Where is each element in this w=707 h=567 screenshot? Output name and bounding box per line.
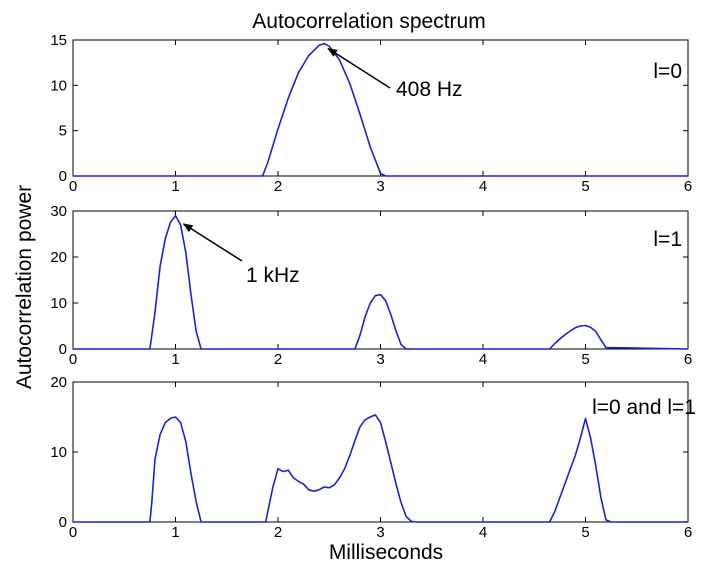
series-line — [73, 214, 689, 350]
y-tick-label: 0 — [59, 341, 67, 358]
x-tick-label: 2 — [274, 351, 282, 368]
y-tick-label: 30 — [50, 203, 67, 220]
panel-2: 0 1 2 3 4 5 6 0 10 20 30 l=1 1 kHz — [50, 203, 692, 368]
x-tick-label: 0 — [69, 178, 77, 195]
panel-1: 0 1 2 3 4 5 6 0 5 10 15 l=0 408 Hz — [50, 32, 692, 195]
panel-label: l=0 and l=1 — [592, 396, 696, 419]
x-tick-label: 3 — [376, 351, 384, 368]
panel-label: l=1 — [653, 228, 682, 251]
y-tick-label: 10 — [50, 77, 67, 94]
y-tick-label: 0 — [59, 168, 67, 185]
y-tick-label: 10 — [50, 444, 67, 461]
x-tick-label: 3 — [376, 524, 384, 541]
x-tick-label: 1 — [171, 178, 179, 195]
y-axis-label: Autocorrelation power — [13, 185, 36, 389]
y-tick-label: 20 — [50, 249, 67, 266]
y-tick-label: 5 — [59, 123, 67, 140]
x-tick-label: 3 — [376, 178, 384, 195]
y-tick-label: 10 — [50, 295, 67, 312]
series-line — [73, 414, 688, 523]
x-tick-label: 6 — [684, 524, 692, 541]
x-tick-label: 5 — [581, 351, 589, 368]
x-tick-label: 0 — [69, 524, 77, 541]
x-tick-label: 6 — [684, 178, 692, 195]
x-tick-label: 1 — [171, 524, 179, 541]
x-tick-label: 0 — [69, 351, 77, 368]
annotation-label: 1 kHz — [246, 264, 300, 287]
x-axis-label: Milliseconds — [329, 541, 443, 564]
x-tick-label: 5 — [581, 524, 589, 541]
plot-frame — [72, 39, 689, 177]
y-tick-label: 20 — [50, 374, 67, 391]
panel-label: l=0 — [653, 60, 682, 83]
annotation-arrow — [182, 223, 243, 262]
x-tick-label: 4 — [479, 524, 487, 541]
annotation-label: 408 Hz — [396, 78, 463, 101]
x-tick-label: 2 — [274, 524, 282, 541]
x-tick-label: 6 — [684, 351, 692, 368]
x-tick-label: 5 — [581, 178, 589, 195]
x-tick-label: 4 — [479, 351, 487, 368]
y-tick-label: 0 — [59, 514, 67, 531]
panel-3: 0 1 2 3 4 5 6 0 10 20 l=0 and l=1 — [50, 374, 696, 541]
figure-title: Autocorrelation spectrum — [252, 10, 485, 33]
x-tick-label: 1 — [171, 351, 179, 368]
y-tick-label: 15 — [50, 32, 67, 49]
annotation-arrow — [327, 47, 391, 89]
x-tick-label: 4 — [479, 178, 487, 195]
plot-frame — [72, 210, 689, 350]
x-tick-label: 2 — [274, 178, 282, 195]
series-line — [73, 42, 688, 177]
